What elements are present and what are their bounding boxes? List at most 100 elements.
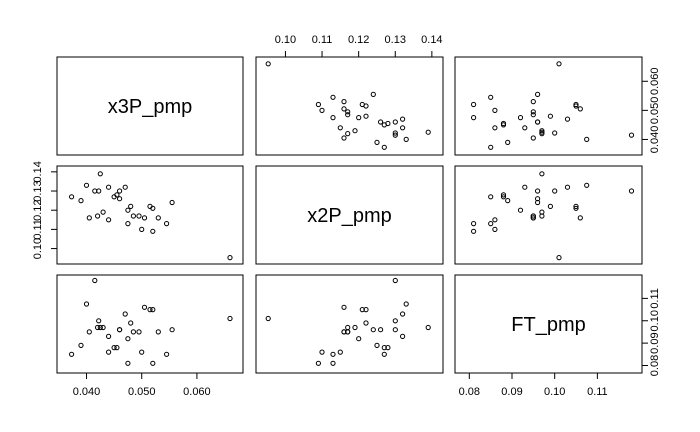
panel-frame-FT_pmp-vs-FT_pmp: [454, 274, 643, 374]
point-FT_pmp-x3P_pmp-4: [552, 130, 558, 136]
point-FT_pmp-x3P_pmp-23: [471, 101, 477, 108]
point-x2P_pmp-FT_pmp-9: [378, 327, 384, 333]
point-x2P_pmp-x3P_pmp-26: [345, 112, 351, 118]
point-FT_pmp-x2P_pmp-20: [535, 188, 541, 194]
point-x2P_pmp-FT_pmp-6: [345, 324, 351, 331]
point-x2P_pmp-x3P_pmp-29: [337, 125, 343, 131]
point-x2P_pmp-x3P_pmp-13: [345, 109, 351, 115]
point-x2P_pmp-FT_pmp-26: [345, 329, 351, 335]
point-x2P_pmp-FT_pmp-11: [341, 304, 347, 310]
point-x2P_pmp-x3P_pmp-0: [403, 136, 409, 142]
x-tick-label-FT_pmp-bottom-2: 0.10: [544, 386, 565, 398]
point-x3P_pmp-FT_pmp-25: [125, 360, 131, 366]
point-FT_pmp-x3P_pmp-26: [530, 112, 536, 118]
point-FT_pmp-x2P_pmp-24: [488, 221, 494, 227]
point-FT_pmp-x2P_pmp-29: [492, 217, 498, 223]
point-x2P_pmp-x3P_pmp-18: [385, 120, 391, 127]
point-x2P_pmp-FT_pmp-2: [425, 324, 431, 331]
point-x3P_pmp-x2P_pmp-7: [86, 215, 92, 221]
panel-frame-x2P_pmp-vs-x3P_pmp: [56, 165, 244, 265]
point-x2P_pmp-x3P_pmp-20: [392, 119, 398, 125]
point-FT_pmp-x2P_pmp-21: [530, 215, 536, 221]
point-FT_pmp-x3P_pmp-6: [539, 131, 545, 137]
point-x3P_pmp-FT_pmp-18: [114, 345, 120, 351]
point-x3P_pmp-FT_pmp-5: [147, 307, 153, 313]
point-FT_pmp-x2P_pmp-26: [530, 213, 536, 219]
y-tick-label-x3P_pmp-right-1: 0.050: [649, 97, 661, 125]
point-x3P_pmp-FT_pmp-28: [69, 351, 75, 357]
point-x2P_pmp-FT_pmp-10: [363, 320, 369, 326]
point-x3P_pmp-x2P_pmp-22: [139, 226, 145, 232]
panel-frame-x3P_pmp-vs-x2P_pmp: [255, 56, 444, 156]
x-tick-label-x2P_pmp-top-3: 0.13: [385, 34, 406, 46]
point-x3P_pmp-x2P_pmp-23: [150, 228, 156, 234]
point-FT_pmp-x3P_pmp-17: [522, 125, 528, 131]
y-tick-label-x2P_pmp-left-2: 0.12: [32, 199, 44, 220]
point-x3P_pmp-x2P_pmp-21: [155, 215, 161, 221]
point-FT_pmp-x3P_pmp-11: [577, 106, 583, 112]
point-x3P_pmp-x2P_pmp-6: [95, 213, 101, 219]
point-x2P_pmp-x3P_pmp-21: [341, 99, 347, 105]
point-FT_pmp-x2P_pmp-5: [573, 203, 579, 209]
point-FT_pmp-x3P_pmp-3: [564, 116, 571, 122]
point-FT_pmp-x3P_pmp-0: [584, 136, 590, 142]
point-x3P_pmp-x2P_pmp-18: [114, 192, 120, 198]
point-FT_pmp-x2P_pmp-22: [492, 226, 498, 232]
point-x3P_pmp-FT_pmp-17: [106, 333, 112, 339]
point-x2P_pmp-FT_pmp-22: [319, 349, 325, 355]
point-FT_pmp-x3P_pmp-22: [492, 107, 498, 114]
point-x3P_pmp-FT_pmp-12: [125, 336, 131, 342]
point-x2P_pmp-FT_pmp-15: [370, 327, 376, 333]
y-tick-label-x3P_pmp-right-2: 0.060: [649, 68, 661, 96]
point-x3P_pmp-FT_pmp-10: [128, 320, 134, 326]
point-x2P_pmp-FT_pmp-24: [330, 351, 336, 357]
point-FT_pmp-x3P_pmp-7: [530, 135, 536, 141]
point-x3P_pmp-x2P_pmp-24: [164, 221, 170, 227]
point-FT_pmp-x3P_pmp-28: [488, 144, 494, 150]
point-x3P_pmp-x2P_pmp-10: [128, 203, 134, 209]
y-tick-label-FT_pmp-right-2: 0.10: [649, 310, 661, 331]
panel-frame-FT_pmp-vs-x2P_pmp: [255, 274, 444, 374]
point-x2P_pmp-FT_pmp-23: [315, 360, 321, 366]
point-x3P_pmp-x2P_pmp-27: [227, 255, 233, 261]
point-x3P_pmp-FT_pmp-11: [141, 304, 148, 310]
point-x2P_pmp-x3P_pmp-4: [392, 130, 398, 136]
x-tick-label-x2P_pmp-top-2: 0.12: [348, 34, 369, 46]
point-FT_pmp-x3P_pmp-24: [488, 94, 494, 100]
y-tick-label-x3P_pmp-right-0: 0.040: [649, 126, 661, 154]
point-x3P_pmp-x2P_pmp-8: [100, 209, 106, 215]
point-x2P_pmp-x3P_pmp-24: [330, 94, 336, 100]
point-x3P_pmp-FT_pmp-21: [155, 329, 161, 335]
point-FT_pmp-x3P_pmp-27: [556, 61, 562, 67]
y-tick-label-FT_pmp-right-0: 0.08: [649, 355, 661, 376]
point-x2P_pmp-x3P_pmp-1: [392, 132, 398, 138]
point-x3P_pmp-FT_pmp-6: [95, 324, 101, 331]
point-x2P_pmp-FT_pmp-18: [385, 345, 391, 351]
y-tick-label-FT_pmp-right-1: 0.09: [649, 332, 661, 353]
point-x2P_pmp-FT_pmp-20: [392, 327, 398, 333]
point-x3P_pmp-FT_pmp-27: [227, 315, 233, 322]
point-x3P_pmp-x2P_pmp-28: [69, 194, 75, 200]
point-x2P_pmp-FT_pmp-19: [374, 342, 380, 348]
panel-frame-x2P_pmp-vs-FT_pmp: [454, 165, 643, 265]
panel-frame-FT_pmp-vs-x3P_pmp: [56, 274, 244, 374]
panel-frame-x3P_pmp-vs-x3P_pmp: [56, 56, 244, 156]
point-x2P_pmp-FT_pmp-4: [392, 318, 398, 324]
point-x3P_pmp-x2P_pmp-29: [106, 217, 112, 223]
x-tick-label-FT_pmp-bottom-1: 0.09: [501, 386, 522, 398]
point-x2P_pmp-x3P_pmp-22: [319, 107, 325, 114]
point-x2P_pmp-FT_pmp-27: [265, 315, 271, 322]
point-FT_pmp-x3P_pmp-12: [517, 115, 524, 121]
point-x2P_pmp-x3P_pmp-3: [400, 116, 406, 122]
point-FT_pmp-x2P_pmp-1: [628, 188, 635, 194]
point-FT_pmp-x2P_pmp-4: [552, 188, 558, 194]
point-FT_pmp-x2P_pmp-11: [577, 215, 583, 221]
point-x3P_pmp-x2P_pmp-26: [130, 213, 136, 219]
point-x3P_pmp-x2P_pmp-14: [150, 205, 156, 211]
point-x3P_pmp-x2P_pmp-17: [106, 184, 112, 190]
point-FT_pmp-x2P_pmp-10: [547, 203, 554, 209]
point-x3P_pmp-x2P_pmp-15: [169, 199, 175, 206]
point-x3P_pmp-FT_pmp-16: [111, 345, 117, 351]
diagonal-label-x2P_pmp: x2P_pmp: [307, 205, 392, 227]
